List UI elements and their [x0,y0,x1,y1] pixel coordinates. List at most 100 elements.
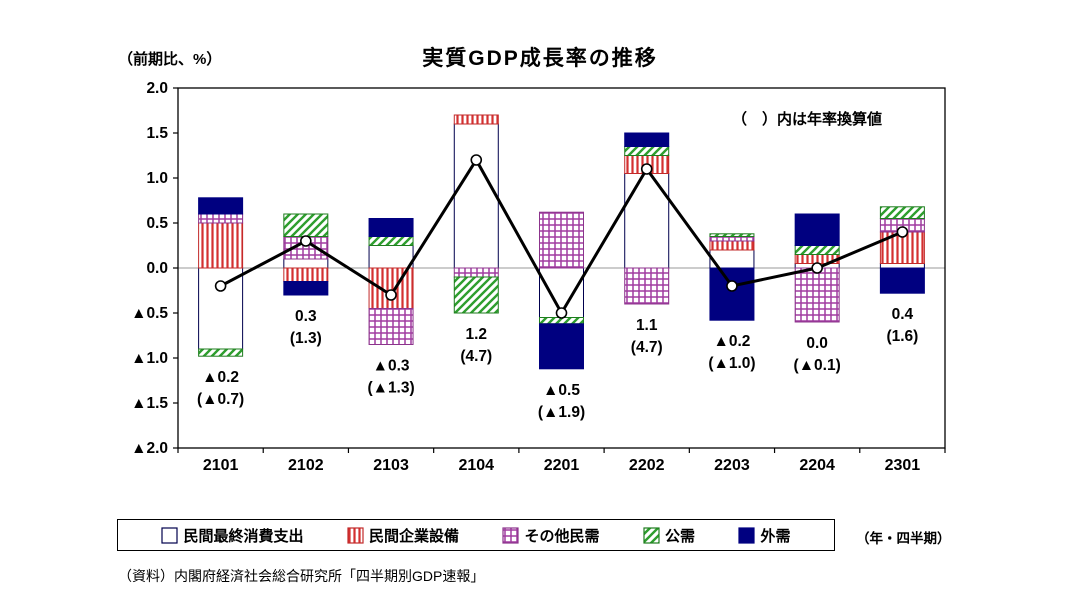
bar-segment [624,146,670,156]
bar-value-label: ▲0.2 [713,333,750,350]
y-tick-label: 1.0 [146,170,168,187]
x-axis-unit-label: （年・四半期） [856,531,951,546]
bar-segment [879,206,925,220]
plot-content: 2.0 1.5 1.0 0.5 0.0 ▲0.5 ▲1.0 ▲1.5 ▲2.0 2101 2102 2… [131,80,946,474]
legend-item: 公需 [643,525,695,546]
legend-item: その他民需 [502,525,600,546]
gdp-line-marker [811,262,823,274]
bar-segment [198,348,244,357]
bar-segment [283,258,329,269]
legend-item: 民間最終消費支出 [161,525,304,546]
bar-value-label: 0.4 [892,306,914,323]
chart-title: 実質GDP成長率の推移 [422,47,658,70]
legend-label: 公需 [664,527,695,545]
y-tick-label: ▲2.0 [131,440,168,457]
legend-swatch-icon [643,526,660,544]
legend-item: 外需 [738,525,791,546]
bar-value-label: ▲0.3 [373,358,410,375]
bar-annualized-label: (▲0.7) [197,391,244,408]
bar-segment [709,233,755,238]
bar-annualized-label: (▲1.0) [708,355,755,372]
x-tick-label: 2202 [629,457,665,474]
bar-segment [453,267,499,278]
x-tick-label: 2204 [799,457,835,474]
gdp-line-marker [896,226,909,238]
y-tick-label: ▲1.5 [131,395,168,412]
legend-label: 民間最終消費支出 [183,527,304,545]
source-note: （資料）内閣府経済社会総合研究所「四半期別GDP速報」 [118,568,485,584]
bars-layer [198,114,925,370]
bar-segment [368,245,414,269]
legend-swatch-icon [347,526,364,544]
bar-segment [368,236,414,246]
bar-annualized-label: (1.3) [290,330,322,347]
bar-segment [453,276,499,314]
x-tick-label: 2103 [373,457,409,474]
bar-annualized-label: (1.6) [886,328,918,345]
bar-segment [368,267,414,309]
bar-segment [879,267,925,294]
bar-segment [368,218,414,237]
bar-segment [624,132,670,147]
legend-swatch-icon [738,526,756,544]
bar-segment [879,263,925,269]
bar-segment [539,323,584,370]
bar-value-label: 1.1 [636,317,658,334]
x-tick-label: 2301 [885,457,921,474]
gdp-line-marker [470,154,483,166]
bar-annualized-label: (4.7) [460,348,492,365]
bar-segment [198,222,244,269]
y-tick-label: 0.0 [146,260,168,277]
bar-value-label: ▲0.2 [202,369,239,386]
legend-item: 民間企業設備 [347,525,459,546]
x-tick-label: 2104 [458,457,494,474]
gdp-line-marker [385,289,397,301]
legend-swatch-icon [161,526,179,544]
bar-segment [283,281,329,296]
bar-segment [709,240,755,251]
bar-segment [794,245,840,255]
bar-segment [198,197,244,215]
bar-segment [539,211,584,269]
bar-segment [283,267,329,282]
legend-swatch-icon [502,526,520,544]
bar-segment [794,267,840,323]
y-tick-label: 1.5 [146,125,168,142]
bar-value-label: 0.0 [806,335,828,352]
bar-segment [624,267,670,305]
bar-annualized-label: (▲1.3) [367,380,414,397]
gdp-line-marker [640,163,653,175]
gdp-line-marker [214,280,227,292]
bar-segment [198,267,244,350]
legend-label: 民間企業設備 [368,527,459,545]
bar-value-label: 0.3 [295,308,317,325]
bar-value-label: ▲0.5 [543,382,580,399]
x-tick-label: 2203 [714,457,750,474]
y-tick-label: ▲0.5 [131,305,168,322]
gdp-line-marker [726,280,738,292]
y-tick-label: 2.0 [146,80,168,97]
bar-segment [453,123,499,269]
gdp-line-marker [300,235,312,247]
x-tick-label: 2102 [288,457,324,474]
x-tick-label: 2201 [544,457,580,474]
bar-segment [709,236,755,242]
bar-annualized-label: (▲0.1) [794,357,841,374]
legend-label: その他民需 [524,527,600,545]
bar-segment [198,213,244,224]
y-tick-label: ▲1.0 [131,350,168,367]
bar-segment [794,213,840,246]
gdp-line-marker [555,307,568,319]
bar-segment [283,213,329,237]
chart-legend: 民間最終消費支出 民間企業設備 その他民需 公需 外需 [117,519,835,551]
bar-value-label: 1.2 [465,326,487,343]
y-tick-label: 0.5 [146,215,168,232]
bar-annualized-label: (4.7) [631,339,663,356]
y-axis-unit-label: （前期比、%） [118,51,222,68]
bar-segment [709,267,755,321]
bar-segment [453,114,499,125]
annualized-note-label: （ ）内は年率換算値 [732,111,883,128]
legend-label: 外需 [760,527,791,545]
